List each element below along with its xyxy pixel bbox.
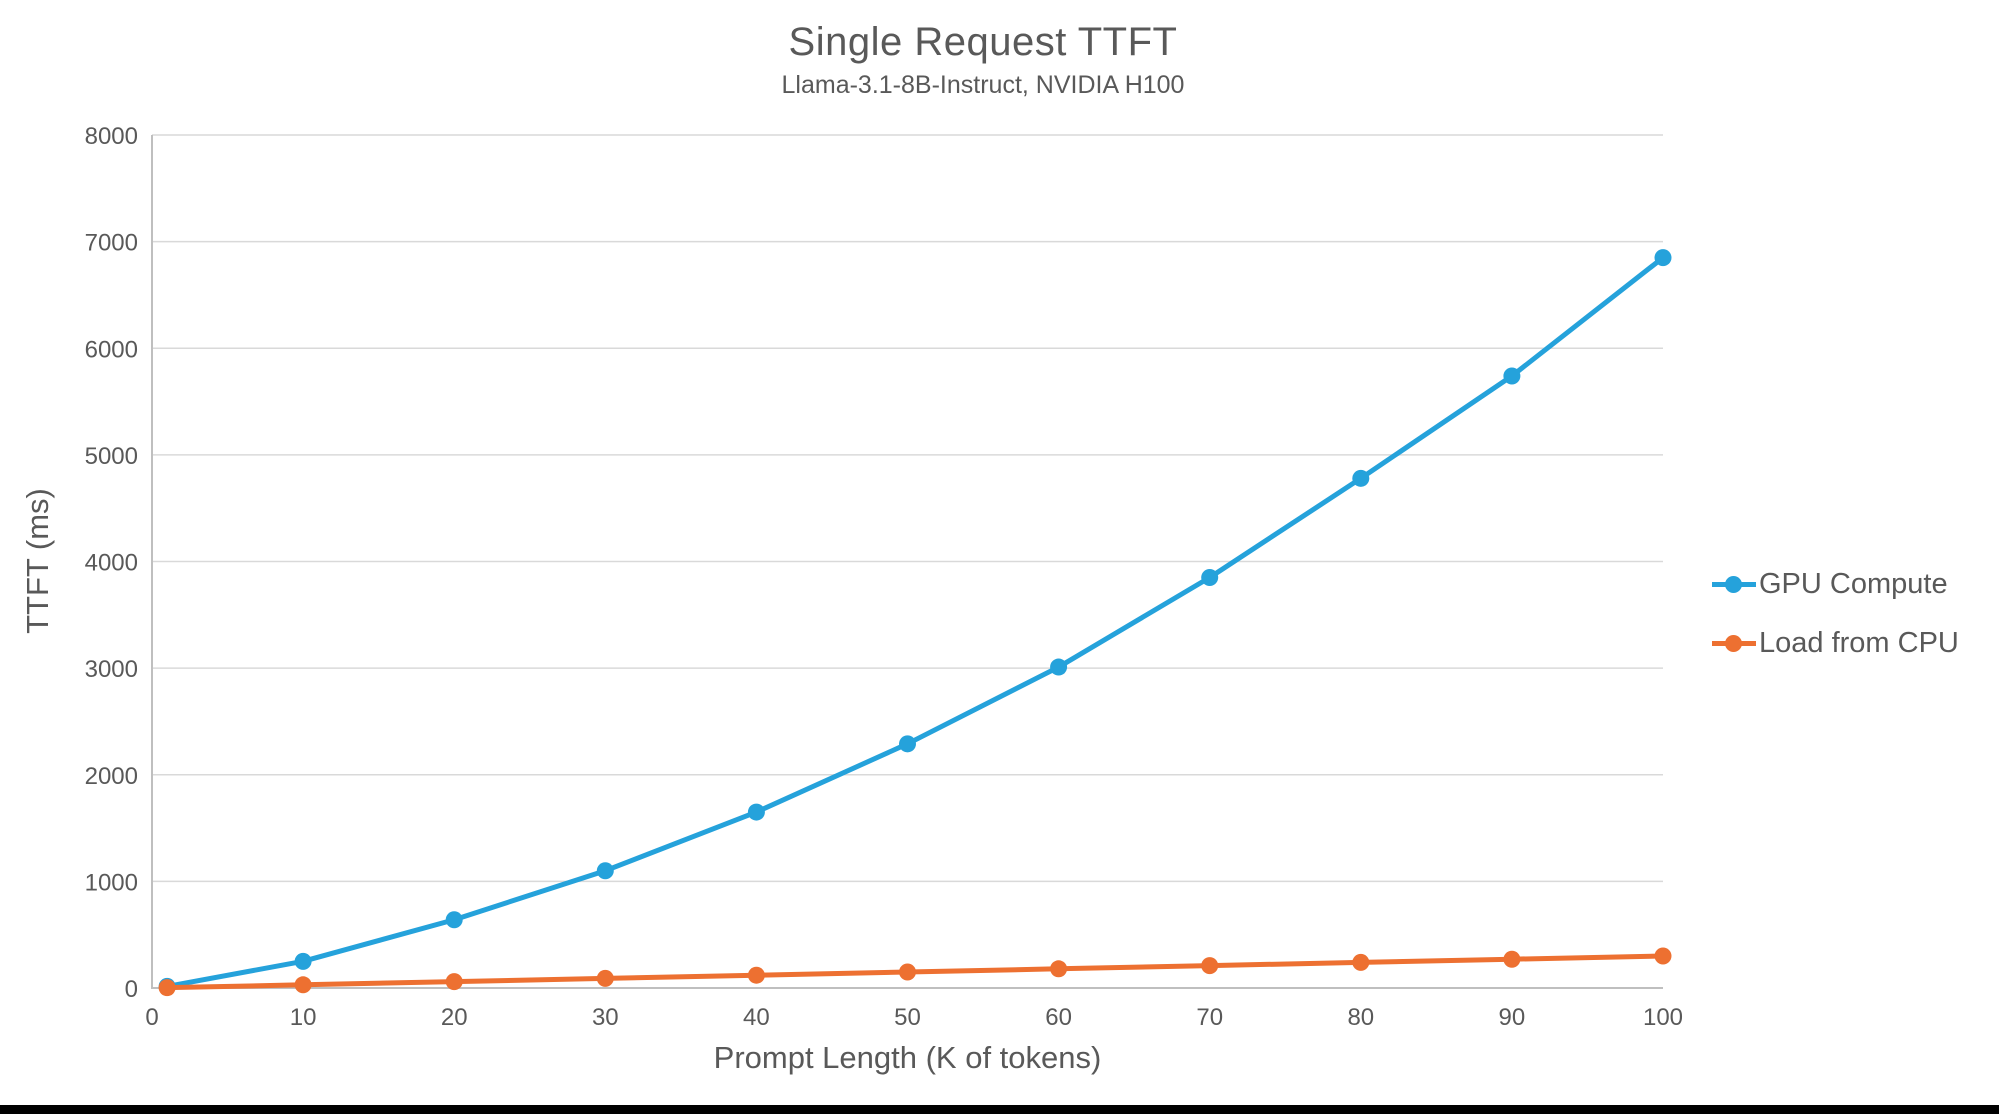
data-point-load-from-cpu-x50 xyxy=(899,963,916,981)
data-point-load-from-cpu-x10 xyxy=(294,976,312,994)
data-point-gpu-compute-x70 xyxy=(1201,568,1219,586)
y-tick-label-7000: 7000 xyxy=(85,230,138,257)
data-point-gpu-compute-x50 xyxy=(899,735,916,753)
x-tick-label-30: 30 xyxy=(592,1004,619,1031)
legend-label-load-from-cpu: Load from CPU xyxy=(1759,626,1959,659)
data-point-gpu-compute-x80 xyxy=(1352,469,1370,487)
x-tick-label-80: 80 xyxy=(1347,1004,1374,1031)
y-tick-label-4000: 4000 xyxy=(85,550,138,577)
legend: GPU Compute Load from CPU xyxy=(1712,566,1959,661)
load-from-cpu-series-marker-icon xyxy=(1712,634,1756,652)
x-tick-label-70: 70 xyxy=(1196,1004,1223,1031)
data-point-load-from-cpu-x70 xyxy=(1201,957,1219,975)
data-point-gpu-compute-x10 xyxy=(294,952,312,970)
data-point-load-from-cpu-x90 xyxy=(1503,950,1521,968)
data-point-gpu-compute-x60 xyxy=(1050,658,1068,676)
data-point-gpu-compute-x40 xyxy=(747,803,765,821)
data-point-gpu-compute-x20 xyxy=(445,911,463,929)
chart-subtitle: Llama-3.1-8B-Instruct, NVIDIA H100 xyxy=(781,71,1185,99)
series-line-gpu-compute xyxy=(164,255,1666,989)
legend-label-gpu-compute: GPU Compute xyxy=(1759,567,1948,600)
x-tick-label-20: 20 xyxy=(441,1004,468,1031)
y-tick-label-5000: 5000 xyxy=(85,443,138,470)
data-point-load-from-cpu-x100 xyxy=(1654,947,1672,965)
legend-item-load-from-cpu: Load from CPU xyxy=(1712,625,1959,661)
y-tick-label-6000: 6000 xyxy=(85,336,138,363)
y-tick-label-0: 0 xyxy=(125,976,138,1003)
x-tick-label-50: 50 xyxy=(894,1004,921,1031)
data-point-load-from-cpu-x60 xyxy=(1050,960,1068,978)
data-point-gpu-compute-x90 xyxy=(1503,367,1521,385)
data-point-load-from-cpu-x80 xyxy=(1352,953,1370,971)
x-tick-label-40: 40 xyxy=(743,1004,770,1031)
data-point-load-from-cpu-x20 xyxy=(445,973,463,991)
y-tick-label-2000: 2000 xyxy=(85,763,138,790)
data-point-gpu-compute-x100 xyxy=(1654,249,1672,267)
x-tick-label-0: 0 xyxy=(145,1004,158,1031)
legend-item-gpu-compute: GPU Compute xyxy=(1712,566,1959,602)
chart-title: Single Request TTFT xyxy=(788,20,1178,64)
data-point-load-from-cpu-x30 xyxy=(596,969,614,987)
data-point-gpu-compute-x30 xyxy=(596,862,614,880)
x-axis-title: Prompt Length (K of tokens) xyxy=(713,1040,1102,1075)
y-axis-title: TTFT (ms) xyxy=(20,488,55,634)
x-tick-label-10: 10 xyxy=(290,1004,317,1031)
x-tick-label-60: 60 xyxy=(1045,1004,1072,1031)
data-point-load-from-cpu-x40 xyxy=(747,966,765,984)
data-point-load-from-cpu-x1 xyxy=(158,979,176,997)
x-tick-label-100: 100 xyxy=(1643,1004,1683,1031)
y-tick-label-8000: 8000 xyxy=(85,123,138,150)
y-tick-label-1000: 1000 xyxy=(85,869,138,896)
x-tick-label-90: 90 xyxy=(1499,1004,1526,1031)
y-tick-label-3000: 3000 xyxy=(85,656,138,683)
gpu-compute-series-marker-icon xyxy=(1712,575,1756,593)
bottom-window-edge xyxy=(0,1105,1999,1114)
